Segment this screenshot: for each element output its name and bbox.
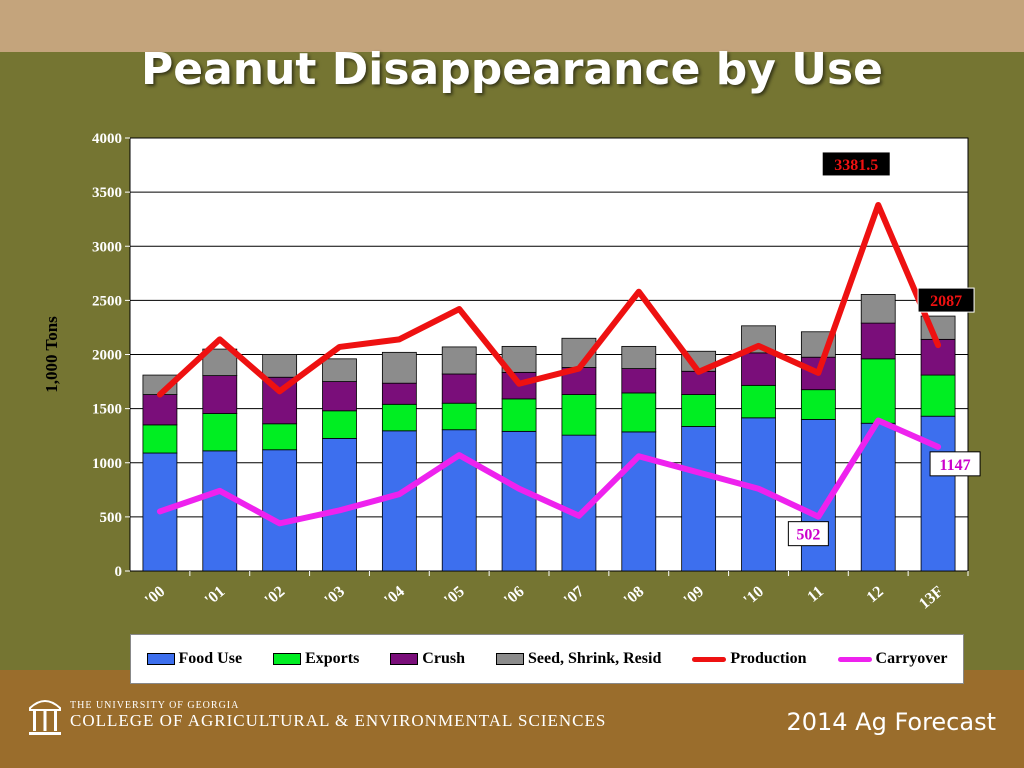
bar-food-use-5 [441, 429, 477, 572]
legend-label-crush: Crush [422, 650, 465, 667]
bar-crush-8 [621, 368, 657, 394]
x-tick-label-1: '01 [202, 583, 229, 609]
data-label-3: 1147 [940, 457, 971, 474]
data-label-box-2 [787, 521, 829, 547]
data-label-box-3 [929, 451, 981, 477]
arch-icon [29, 700, 61, 735]
footer-college: COLLEGE OF AGRICULTURAL & ENVIRONMENTAL … [70, 710, 607, 730]
bar-seed-shrink-resid-8 [621, 345, 657, 369]
bar-crush-4 [381, 382, 417, 405]
legend-item-seed: Seed, Shrink, Resid [495, 650, 662, 668]
bar-seed-shrink-resid-2 [262, 354, 298, 378]
bar-seed-shrink-resid-12 [860, 294, 896, 324]
data-label-box-0 [821, 151, 891, 177]
bar-crush-1 [202, 375, 238, 414]
footer-band [0, 670, 1024, 768]
bar-exports-5 [441, 402, 477, 431]
bar-seed-shrink-resid-4 [381, 351, 417, 384]
x-tick-label-9: '09 [681, 583, 708, 609]
bar-food-use-1 [202, 450, 238, 572]
bar-exports-6 [501, 398, 537, 432]
footer-university: THE UNIVERSITY OF GEORGIA [70, 699, 240, 711]
bar-food-use-2 [262, 449, 298, 572]
y-tick-label-2: 1000 [92, 456, 122, 472]
bar-exports-13 [920, 374, 956, 417]
data-label-1: 2087 [930, 293, 962, 310]
data-label-0: 3381.5 [834, 157, 878, 174]
legend-label-production: Production [730, 650, 807, 667]
bar-seed-shrink-resid-3 [322, 358, 357, 382]
y-tick-label-0: 0 [115, 564, 123, 580]
bar-exports-12 [860, 358, 896, 424]
legend-item-production: Production [692, 650, 807, 668]
x-tick-label-8: '08 [621, 583, 648, 609]
legend-label-seed: Seed, Shrink, Resid [527, 650, 662, 667]
y-tick-label-7: 3500 [92, 185, 122, 201]
uga-logo: THE UNIVERSITY OF GEORGIA COLLEGE OF AGR… [28, 694, 606, 736]
bar-crush-5 [441, 373, 477, 404]
legend-label-exports: Exports [305, 650, 360, 667]
data-label-2: 502 [796, 527, 820, 544]
slide-title: Peanut Disappearance by Use [140, 44, 883, 95]
data-label-box-1 [917, 287, 975, 313]
legend-swatch-food-use [146, 653, 175, 665]
bar-exports-4 [381, 403, 417, 432]
x-tick-label-12: 12 [864, 583, 887, 606]
y-tick-label-6: 3000 [92, 239, 122, 255]
bar-crush-10 [741, 352, 776, 386]
legend-item-carryover: Carryover [837, 650, 948, 668]
bar-food-use-6 [501, 430, 537, 572]
y-tick-label-1: 500 [100, 510, 123, 526]
legend-swatch-seed [495, 653, 524, 665]
bar-exports-7 [561, 394, 597, 436]
x-tick-label-11: 11 [804, 583, 827, 606]
line-production [156, 201, 942, 398]
legend-label-food-use: Food Use [178, 650, 243, 667]
x-tick-label-2: '02 [262, 583, 289, 609]
bar-exports-8 [621, 392, 657, 433]
x-tick-label-3: '03 [321, 583, 348, 609]
x-tick-label-4: '04 [381, 583, 408, 609]
bar-exports-10 [741, 384, 776, 419]
footer-forecast: 2014 Ag Forecast [786, 708, 996, 736]
bar-exports-1 [202, 413, 238, 452]
y-tick-label-4: 2000 [92, 348, 122, 364]
legend-item-crush: Crush [390, 650, 465, 668]
line-carryover [156, 417, 942, 527]
y-tick-label-3: 1500 [92, 402, 122, 418]
bar-exports-11 [800, 389, 836, 420]
x-tick-label-6: '06 [501, 583, 528, 609]
chart-legend: Food Use Exports Crush Seed, Shrink, Res… [130, 634, 964, 684]
bar-crush-12 [860, 322, 896, 360]
bar-exports-9 [681, 394, 717, 427]
legend-item-food-use: Food Use [146, 650, 243, 668]
bar-food-use-8 [621, 431, 657, 572]
bar-exports-0 [142, 424, 178, 454]
x-tick-label-10: '10 [740, 583, 767, 609]
bar-exports-2 [262, 423, 298, 451]
legend-item-exports: Exports [273, 650, 359, 668]
x-tick-label-7: '07 [561, 583, 588, 609]
legend-swatch-production [692, 656, 727, 662]
y-tick-label-5: 2500 [92, 293, 122, 309]
bar-food-use-12 [860, 422, 896, 572]
legend-label-carryover: Carryover [875, 650, 948, 667]
legend-swatch-carryover [837, 656, 872, 662]
bar-crush-3 [322, 381, 357, 412]
legend-swatch-crush [390, 653, 419, 665]
legend-swatch-exports [273, 653, 302, 665]
y-axis-label: 1,000 Tons [42, 316, 61, 393]
bar-food-use-4 [381, 430, 417, 572]
bar-crush-0 [142, 394, 178, 426]
bar-food-use-9 [681, 426, 717, 572]
bar-exports-3 [322, 410, 357, 439]
x-tick-label-0: '00 [142, 583, 169, 609]
x-tick-label-5: '05 [441, 583, 468, 609]
x-tick-label-13: 13F [916, 583, 947, 613]
y-tick-label-8: 4000 [92, 131, 122, 147]
bar-seed-shrink-resid-5 [441, 346, 477, 375]
top-band [0, 0, 1024, 52]
